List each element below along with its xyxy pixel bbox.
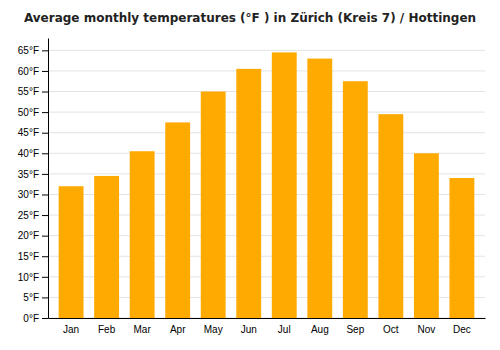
y-tick: 15°F — [18, 251, 48, 262]
y-tick-mark — [42, 318, 48, 319]
x-tick-label: Nov — [417, 324, 435, 335]
x-tick: Apr — [170, 318, 186, 335]
bar — [307, 59, 332, 318]
grid-line — [48, 70, 485, 71]
y-tick: 40°F — [18, 148, 48, 159]
y-tick-label: 0°F — [23, 313, 39, 324]
grid-line — [48, 50, 485, 51]
bars — [59, 52, 475, 318]
y-tick-mark — [42, 71, 48, 72]
x-tick-label: May — [204, 324, 223, 335]
x-tick: Oct — [383, 318, 399, 335]
y-tick-label: 55°F — [18, 86, 39, 97]
y-tick-mark — [42, 174, 48, 175]
bar — [130, 151, 155, 318]
y-axis-line — [48, 39, 49, 319]
x-tick-label: Dec — [453, 324, 471, 335]
y-tick-label: 60°F — [18, 66, 39, 77]
y-tick-label: 20°F — [18, 230, 39, 241]
x-tick-label: Jun — [241, 324, 257, 335]
y-tick: 65°F — [18, 45, 48, 56]
y-tick-label: 5°F — [23, 292, 39, 303]
y-tick-label: 10°F — [18, 272, 39, 283]
y-axis: 0°F 5°F 10°F 15°F 20°F 25°F 30°F 35°F 40°F 45°F 50… — [18, 39, 49, 324]
x-tick: Mar — [134, 318, 152, 335]
y-tick: 30°F — [18, 189, 48, 200]
bar — [449, 178, 474, 318]
x-tick-label: Feb — [98, 324, 116, 335]
grid — [48, 50, 485, 318]
plot: 0°F 5°F 10°F 15°F 20°F 25°F 30°F 35°F 40°F 45°F 50… — [18, 39, 486, 336]
x-tick-label: Aug — [311, 324, 329, 335]
y-tick-mark — [42, 153, 48, 154]
x-tick: Jan — [63, 318, 79, 335]
grid-line — [48, 91, 485, 92]
y-tick-label: 40°F — [18, 148, 39, 159]
x-tick: May — [204, 318, 223, 335]
y-tick-label: 35°F — [18, 169, 39, 180]
bar — [343, 81, 368, 318]
bar — [201, 92, 226, 318]
y-tick-label: 15°F — [18, 251, 39, 262]
x-tick-label: Mar — [134, 324, 152, 335]
chart: 0°F 5°F 10°F 15°F 20°F 25°F 30°F 35°F 40°F 45°F 50… — [0, 0, 500, 350]
y-tick-label: 50°F — [18, 107, 39, 118]
grid-line — [48, 112, 485, 113]
bar — [165, 122, 190, 318]
y-tick-label: 30°F — [18, 189, 39, 200]
title: Average monthly temperatures (°F ) in Zü… — [24, 11, 476, 25]
y-tick: 25°F — [18, 210, 48, 221]
bar — [94, 176, 119, 318]
y-tick-mark — [42, 92, 48, 93]
y-tick-mark — [42, 194, 48, 195]
y-tick: 20°F — [18, 230, 48, 241]
y-tick-mark — [42, 50, 48, 51]
y-tick-mark — [42, 215, 48, 216]
bar — [272, 52, 297, 318]
x-axis-line — [49, 318, 486, 319]
y-tick: 5°F — [23, 292, 48, 303]
y-tick: 45°F — [18, 127, 48, 138]
x-tick-label: Apr — [170, 324, 186, 335]
y-tick: 35°F — [18, 169, 48, 180]
y-tick: 50°F — [18, 107, 48, 118]
y-tick-mark — [42, 277, 48, 278]
chart-container: 0°F 5°F 10°F 15°F 20°F 25°F 30°F 35°F 40°F 45°F 50… — [0, 0, 500, 350]
bar — [59, 186, 84, 318]
y-tick-label: 45°F — [18, 127, 39, 138]
y-tick: 10°F — [18, 272, 48, 283]
bar — [236, 69, 261, 318]
y-tick: 60°F — [18, 66, 48, 77]
y-tick-mark — [42, 112, 48, 113]
x-tick: Jul — [278, 318, 291, 335]
y-tick-mark — [42, 133, 48, 134]
x-tick: Jun — [241, 318, 257, 335]
x-tick: Nov — [417, 318, 435, 335]
y-tick: 0°F — [23, 313, 48, 324]
y-tick-label: 65°F — [18, 45, 39, 56]
y-tick-mark — [42, 236, 48, 237]
x-tick: Aug — [311, 318, 329, 335]
x-tick: Dec — [453, 318, 471, 335]
y-tick: 55°F — [18, 86, 48, 97]
x-tick: Sep — [346, 318, 364, 335]
x-tick-label: Sep — [346, 324, 364, 335]
bar — [378, 114, 403, 318]
x-tick-label: Jan — [63, 324, 79, 335]
bar — [414, 153, 439, 318]
grid-line — [48, 132, 485, 133]
x-axis: Jan Feb Mar Apr May Jun Jul Aug Sep Oct Nov Dec — [49, 318, 486, 335]
x-tick-label: Jul — [278, 324, 291, 335]
y-tick-mark — [42, 256, 48, 257]
x-tick: Feb — [98, 318, 116, 335]
y-tick-label: 25°F — [18, 210, 39, 221]
y-tick-mark — [42, 297, 48, 298]
x-tick-label: Oct — [383, 324, 399, 335]
